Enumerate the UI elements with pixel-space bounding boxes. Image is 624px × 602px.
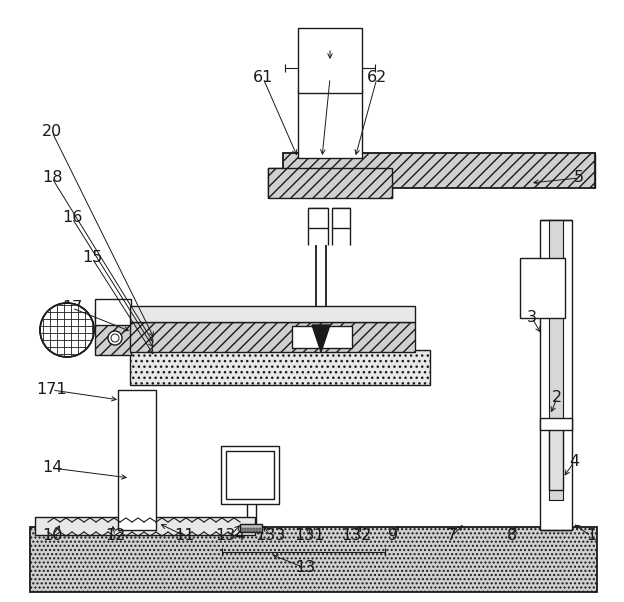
- Text: 12: 12: [105, 529, 125, 544]
- Bar: [247, 528, 248, 532]
- Bar: [226, 451, 274, 499]
- Text: 14: 14: [42, 461, 62, 476]
- Bar: [241, 528, 243, 532]
- Bar: [520, 258, 565, 318]
- Text: 8: 8: [507, 529, 517, 544]
- Bar: [118, 390, 156, 530]
- Text: 18: 18: [42, 170, 62, 185]
- Bar: [240, 524, 262, 532]
- Bar: [95, 299, 131, 325]
- Circle shape: [108, 331, 122, 345]
- Bar: [268, 168, 392, 198]
- Text: 4: 4: [569, 455, 579, 470]
- Bar: [259, 528, 260, 532]
- Bar: [95, 312, 131, 355]
- Bar: [250, 528, 251, 532]
- Bar: [253, 528, 255, 532]
- Text: 62: 62: [367, 70, 387, 85]
- Bar: [221, 446, 279, 504]
- Text: 63: 63: [320, 70, 340, 85]
- Bar: [130, 322, 415, 352]
- Text: 11: 11: [175, 529, 195, 544]
- Text: 134: 134: [215, 529, 245, 544]
- Text: 3: 3: [527, 311, 537, 326]
- Bar: [283, 153, 595, 188]
- Bar: [130, 350, 430, 385]
- Text: 61: 61: [253, 70, 273, 85]
- Text: 132: 132: [341, 529, 371, 544]
- Text: 2: 2: [552, 391, 562, 406]
- Bar: [292, 326, 352, 348]
- Text: 13: 13: [295, 560, 315, 576]
- Text: 20: 20: [42, 125, 62, 140]
- Text: 10: 10: [42, 529, 62, 544]
- Text: 17: 17: [62, 300, 82, 315]
- Text: 15: 15: [82, 250, 102, 265]
- Bar: [332, 208, 350, 228]
- Bar: [540, 220, 572, 530]
- Bar: [130, 306, 415, 322]
- Bar: [308, 208, 328, 228]
- Text: 171: 171: [37, 382, 67, 397]
- Polygon shape: [312, 325, 330, 352]
- Bar: [298, 28, 362, 93]
- Bar: [298, 90, 362, 158]
- Text: 7: 7: [447, 529, 457, 544]
- Bar: [35, 517, 255, 535]
- Bar: [540, 418, 572, 430]
- Bar: [256, 528, 258, 532]
- Bar: [549, 425, 563, 490]
- Text: 131: 131: [295, 529, 325, 544]
- Text: 16: 16: [62, 211, 82, 226]
- Bar: [549, 220, 563, 500]
- Text: 9: 9: [388, 529, 398, 544]
- Text: 5: 5: [574, 170, 584, 185]
- Bar: [244, 528, 245, 532]
- Text: 6: 6: [325, 40, 335, 55]
- Bar: [30, 527, 597, 592]
- Circle shape: [40, 303, 94, 357]
- Text: 1: 1: [586, 529, 596, 544]
- Text: 133: 133: [255, 529, 285, 544]
